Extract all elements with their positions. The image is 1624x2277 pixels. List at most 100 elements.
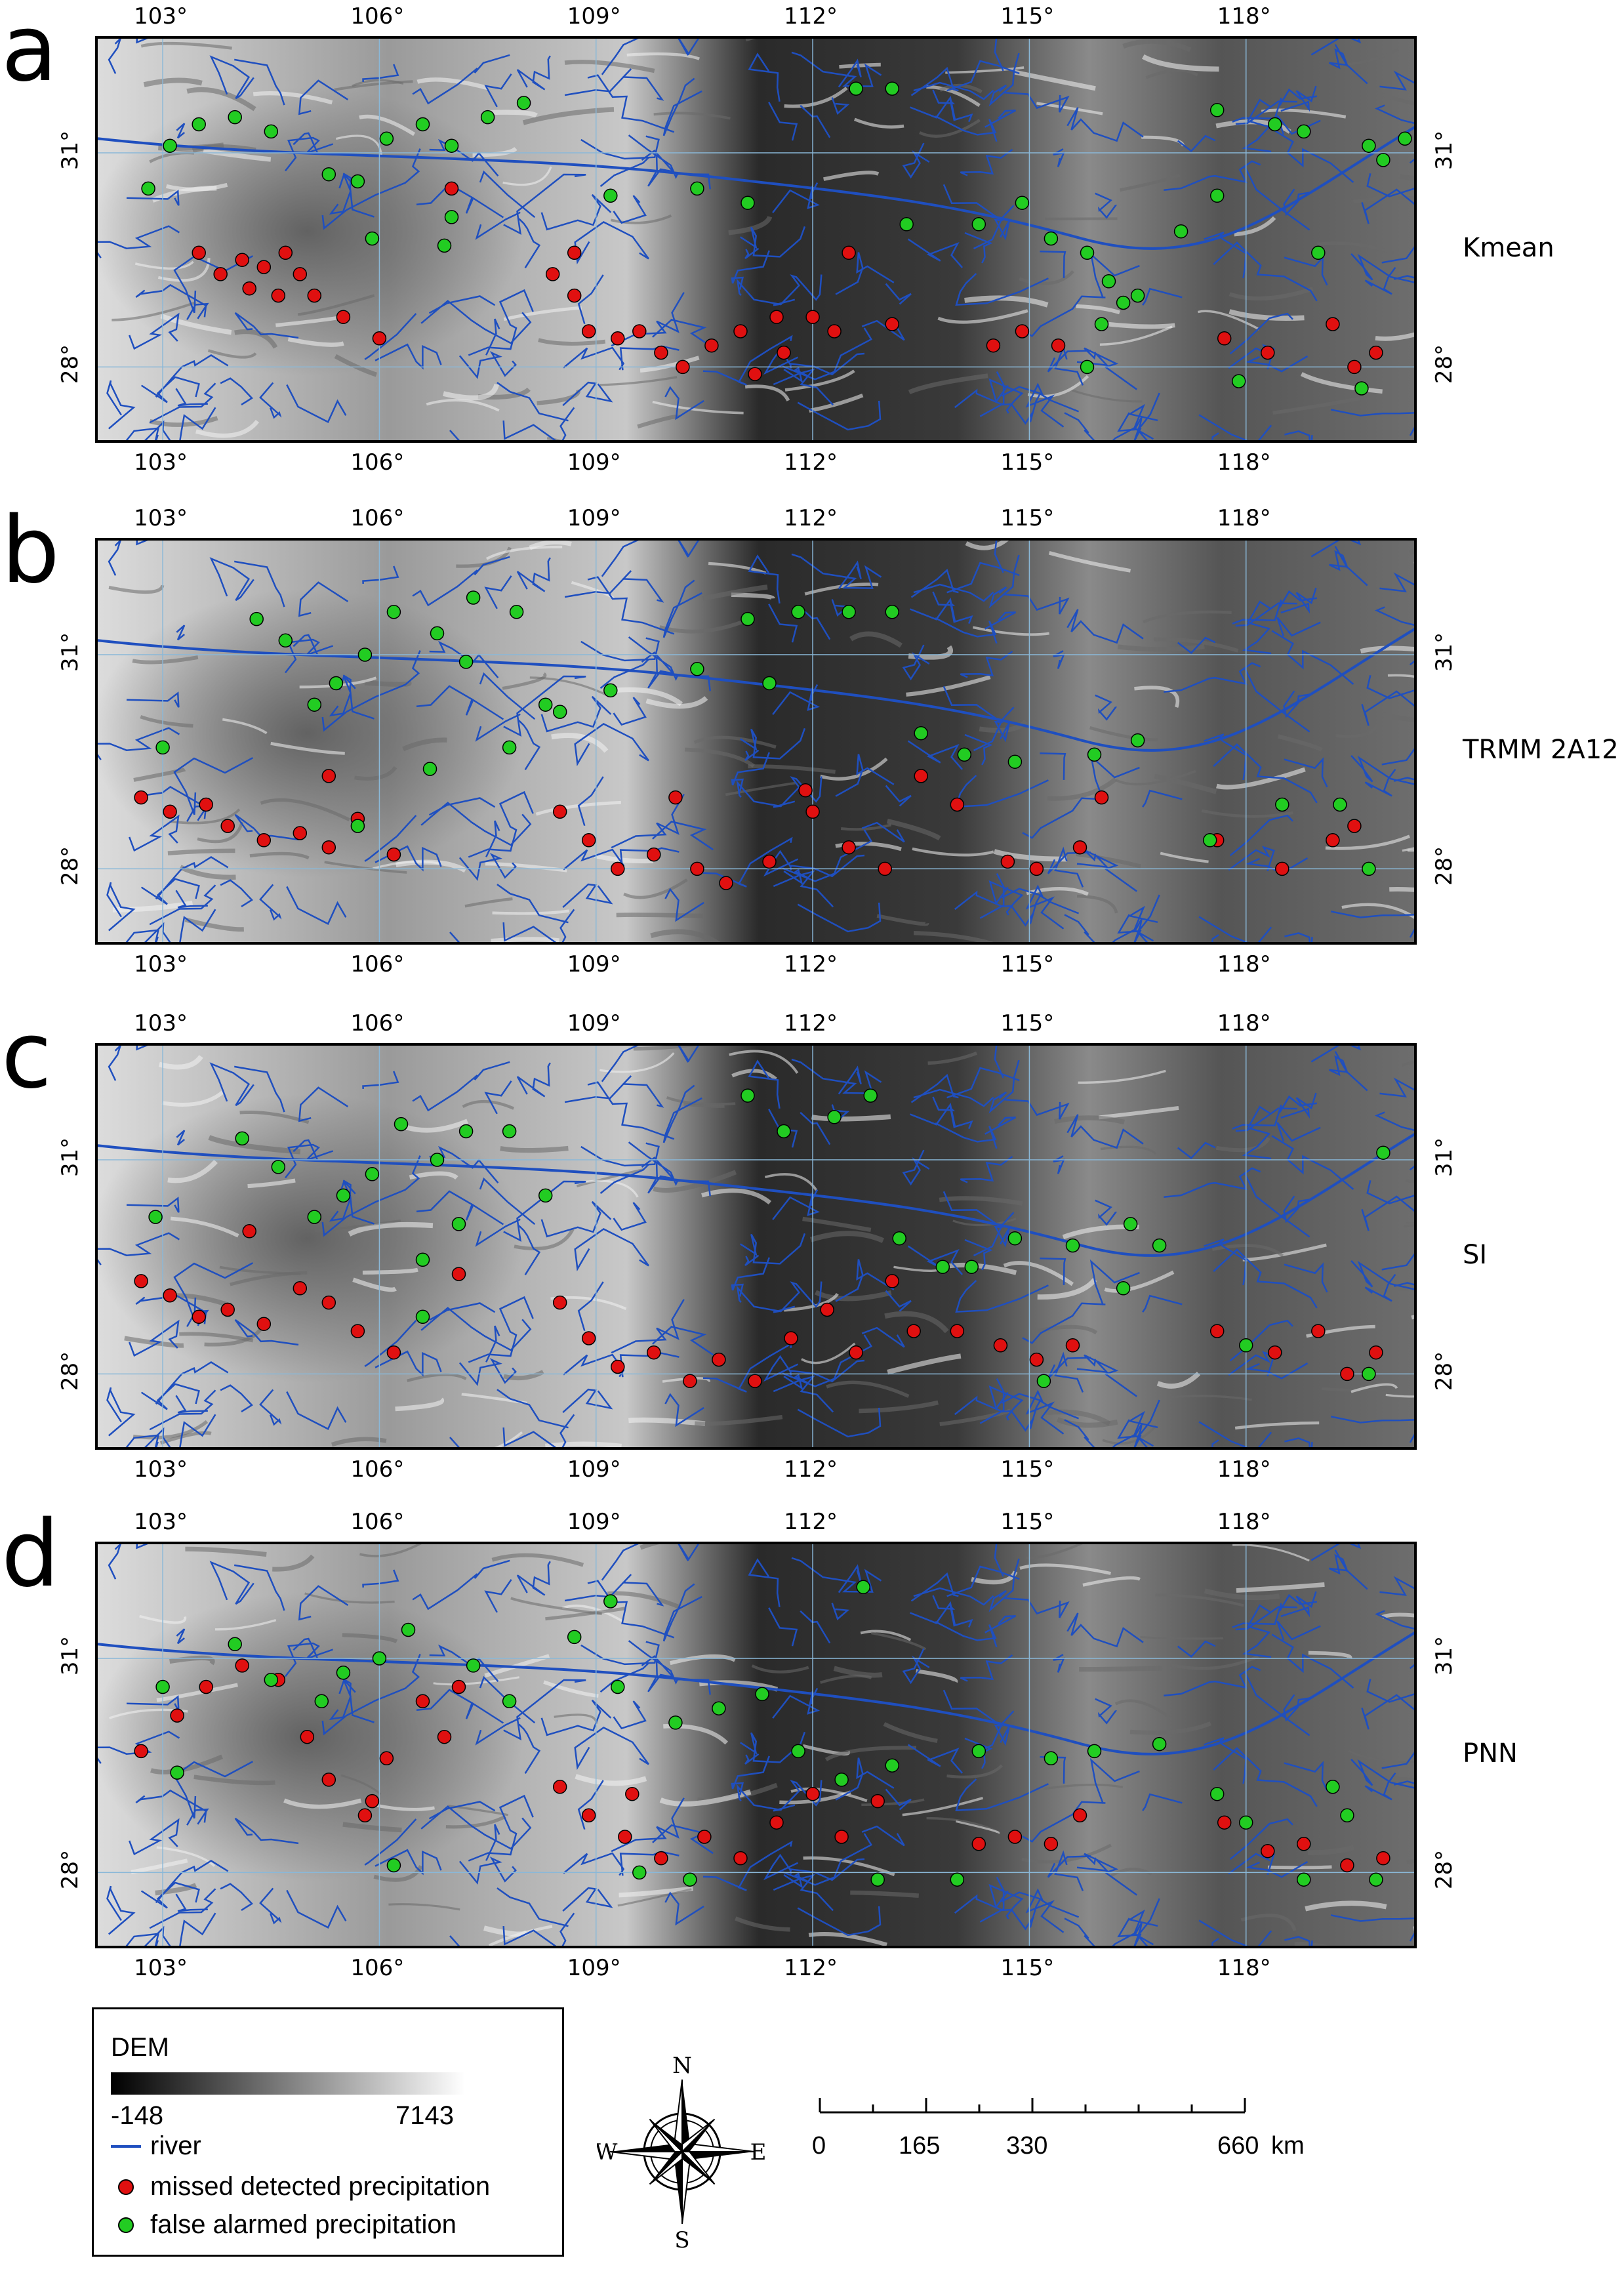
false-alarm-point xyxy=(372,1651,387,1666)
missed-point xyxy=(1065,1338,1080,1353)
missed-point xyxy=(1072,840,1087,855)
lon-tick-bottom-112: 112° xyxy=(784,1456,838,1483)
false-alarm-point xyxy=(422,762,437,776)
legend-dem-max: 7143 xyxy=(396,2101,454,2130)
false-alarm-point xyxy=(971,1744,986,1759)
compass-n: N xyxy=(672,2053,692,2079)
false-alarm-point xyxy=(401,1622,416,1637)
false-alarm-point xyxy=(892,1231,906,1246)
missed-point xyxy=(878,861,892,876)
false-alarm-point xyxy=(516,96,531,110)
missed-point xyxy=(914,769,928,783)
missed-point xyxy=(134,790,148,805)
missed-point xyxy=(220,1302,235,1317)
false-alarm-point xyxy=(394,1117,409,1132)
false-alarm-point xyxy=(1311,245,1326,260)
false-alarm-point xyxy=(1340,1808,1354,1823)
river-network xyxy=(98,39,1414,440)
scale-label-165: 165 xyxy=(899,2132,941,2160)
missed-point xyxy=(647,847,661,862)
false-alarm-point xyxy=(827,1110,842,1124)
false-alarm-point xyxy=(791,1744,805,1759)
missed-point xyxy=(278,245,293,260)
false-alarm-point xyxy=(552,705,567,719)
false-alarm-point xyxy=(1333,797,1347,812)
missed-point xyxy=(163,1288,177,1303)
lon-tick-top-118: 118° xyxy=(1217,1509,1271,1535)
lon-tick-bottom-112: 112° xyxy=(784,951,838,977)
missed-point xyxy=(748,367,762,381)
missed-point xyxy=(885,1274,899,1288)
false-alarm-point xyxy=(762,676,777,691)
false-alarm-point xyxy=(430,626,445,641)
missed-point xyxy=(1268,1345,1282,1360)
false-alarm-point xyxy=(950,1872,965,1887)
false-alarm-point xyxy=(271,1160,286,1174)
missed-point xyxy=(293,826,308,840)
false-alarm-point xyxy=(834,1773,849,1787)
false-alarm-point xyxy=(228,110,242,125)
lon-tick-top-118: 118° xyxy=(1217,1010,1271,1036)
lat-tick-left-28: 28° xyxy=(57,1351,84,1391)
river-line-icon xyxy=(111,2143,141,2150)
missed-point xyxy=(192,245,206,260)
panel-letter-b: b xyxy=(1,497,60,604)
false-alarm-point xyxy=(1123,1217,1138,1231)
lon-tick-top-115: 115° xyxy=(1000,3,1055,30)
map-frame-c xyxy=(95,1043,1417,1450)
false-alarm-point xyxy=(170,1765,184,1780)
lon-tick-bottom-112: 112° xyxy=(784,1955,838,1981)
lon-tick-top-109: 109° xyxy=(567,505,621,531)
dem-map-c xyxy=(98,1046,1414,1447)
false-alarm-point xyxy=(379,131,394,146)
false-alarm-point xyxy=(1173,224,1188,239)
lon-tick-top-109: 109° xyxy=(567,1010,621,1036)
false-alarm-point xyxy=(480,110,495,125)
false-alarm-point xyxy=(264,124,279,139)
false-alarm-point xyxy=(741,1088,755,1103)
missed-point xyxy=(256,833,272,848)
lon-tick-top-112: 112° xyxy=(784,1010,838,1036)
missed-point xyxy=(242,1224,256,1239)
missed-point xyxy=(336,310,351,324)
false-alarm-point xyxy=(192,117,206,132)
missed-point xyxy=(451,1267,466,1281)
dem-map-d xyxy=(98,1544,1414,1946)
lat-tick-right-28: 28° xyxy=(1431,344,1458,384)
false-alarm-point xyxy=(1007,754,1023,769)
legend-missed-label: missed detected precipitation xyxy=(150,2172,491,2201)
false-alarm-point xyxy=(155,740,170,755)
missed-point xyxy=(134,1274,148,1288)
missed-point xyxy=(213,267,228,281)
missed-point xyxy=(1029,861,1044,876)
legend-false-label: false alarmed precipitation xyxy=(150,2210,457,2239)
false-alarm-point xyxy=(1209,1786,1225,1801)
false-alarm-point xyxy=(1362,138,1376,153)
missed-point xyxy=(719,876,733,890)
missed-point xyxy=(1326,833,1340,848)
missed-point xyxy=(256,1317,272,1331)
missed-point xyxy=(1326,317,1340,331)
missed-point xyxy=(654,1851,668,1866)
false-alarm-point xyxy=(437,238,452,253)
legend-dem-title: DEM xyxy=(111,2033,169,2062)
panel-letter-a: a xyxy=(1,0,58,102)
false-alarm-point xyxy=(683,1872,697,1887)
lon-tick-bottom-103: 103° xyxy=(134,449,188,476)
missed-point xyxy=(1311,1324,1326,1338)
lat-tick-left-28: 28° xyxy=(57,846,84,886)
missed-point xyxy=(545,267,560,281)
missed-point xyxy=(1275,861,1289,876)
missed-point xyxy=(769,310,784,324)
scale-label-0: 0 xyxy=(812,2132,826,2160)
missed-point xyxy=(733,1851,748,1866)
lat-tick-right-31: 31° xyxy=(1431,1137,1458,1178)
false-alarm-point xyxy=(1101,274,1116,289)
false-alarm-point xyxy=(314,1694,329,1709)
false-alarm-point xyxy=(1116,1281,1131,1296)
compass-w: W xyxy=(597,2139,618,2165)
false-alarm-point xyxy=(842,605,856,619)
lon-tick-top-115: 115° xyxy=(1000,505,1055,531)
missed-point xyxy=(647,1345,661,1360)
false-alarm-point xyxy=(365,231,380,246)
